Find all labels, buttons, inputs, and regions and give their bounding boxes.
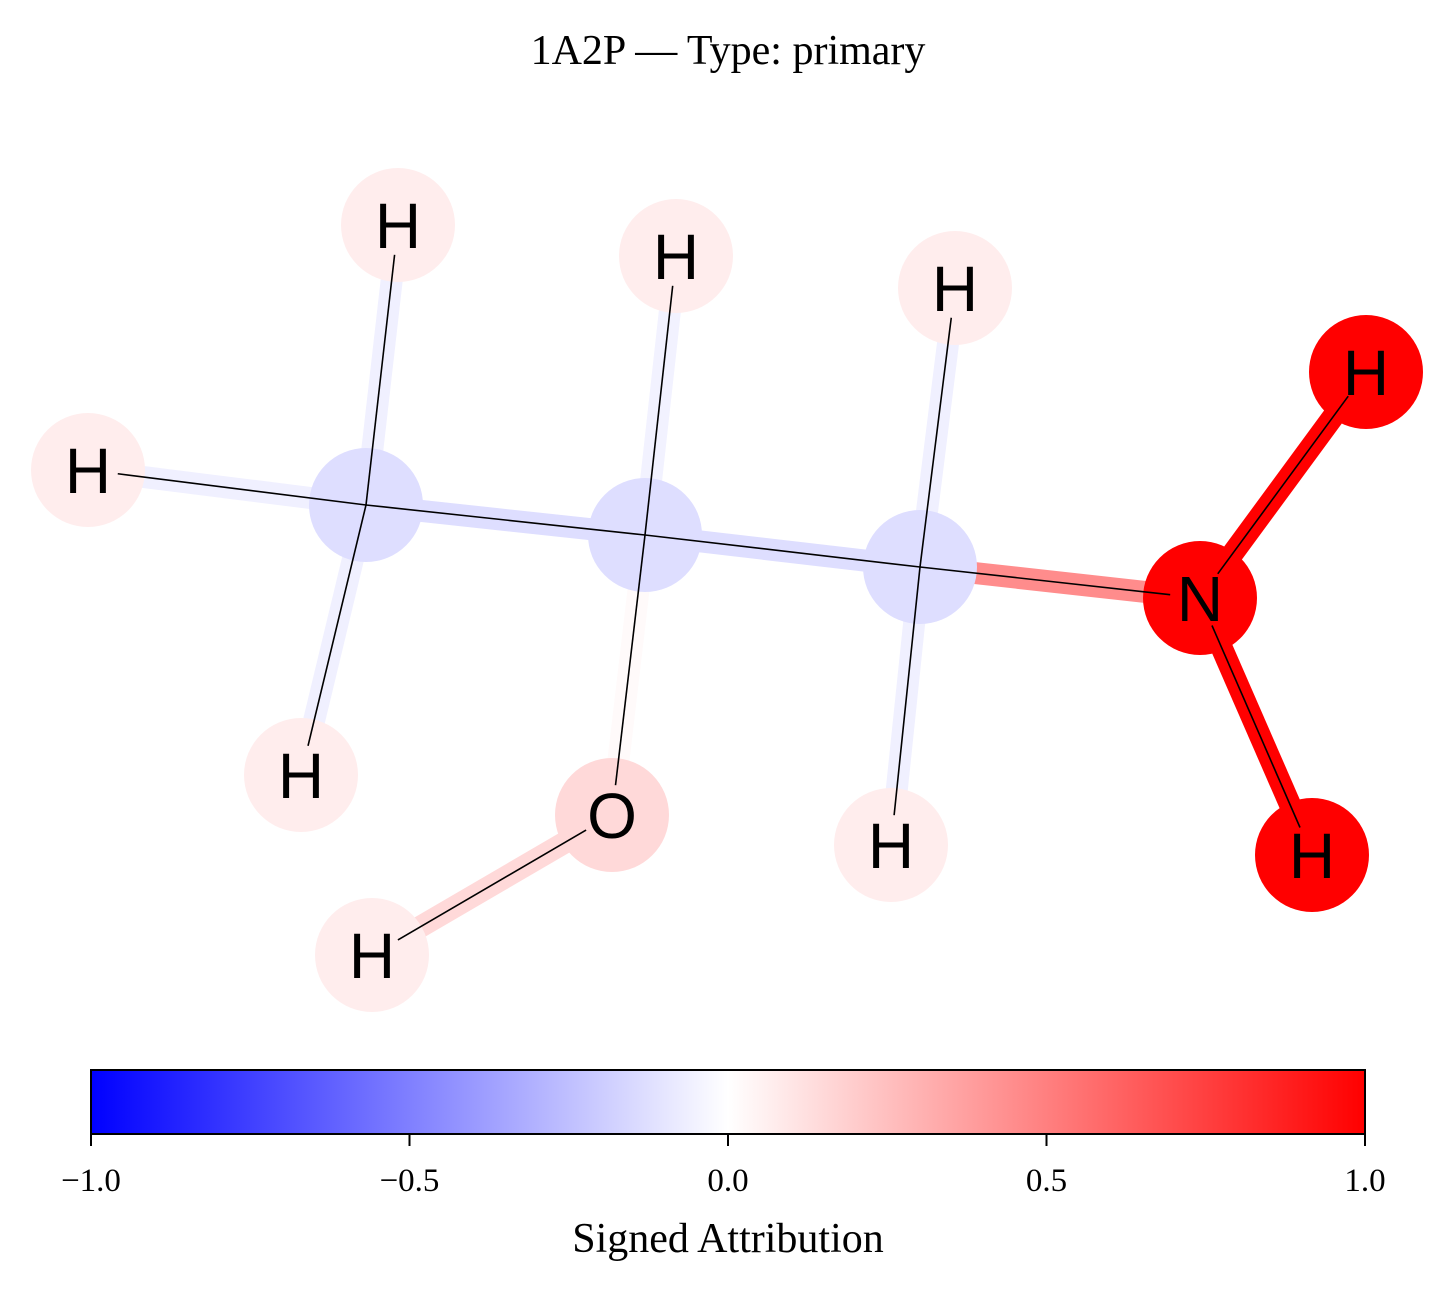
bond-2-3: [919, 566, 1171, 596]
atom-label-h-7: H: [278, 740, 324, 812]
atom-highlight-4: [555, 758, 669, 872]
bond-lines: [117, 254, 1349, 941]
atom-highlight-13: [1255, 798, 1369, 912]
colorbar-tick-label-2: 0.0: [707, 1163, 748, 1199]
bond-0-7: [307, 504, 367, 747]
bond-0-5: [117, 472, 367, 506]
atom-label-h-6: H: [375, 190, 421, 262]
bond-2-10: [893, 566, 921, 816]
atom-label-o-4: O: [587, 780, 637, 852]
bond-0-1: [365, 504, 646, 536]
colorbar-tick-label-1: −0.5: [380, 1163, 440, 1199]
colorbar-tick-label-4: 1.0: [1344, 1163, 1385, 1199]
atom-highlight-10: [834, 788, 948, 902]
bond-1-2: [644, 534, 921, 568]
atom-label-h-10: H: [868, 810, 914, 882]
atom-label-n-3: N: [1177, 563, 1223, 635]
atom-highlights: [31, 168, 1423, 1012]
atom-label-h-11: H: [349, 920, 395, 992]
atom-highlight-11: [315, 898, 429, 1012]
molecule-drawing: N O H H H H H H H H H: [31, 168, 1423, 1012]
figure-title: 1A2P — Type: primary: [531, 28, 926, 74]
atom-label-h-12: H: [1343, 337, 1389, 409]
atom-highlight-9: [898, 231, 1012, 345]
atom-highlight-7: [244, 718, 358, 832]
atom-highlight-12: [1309, 315, 1423, 429]
atom-labels: N O H H H H H H H H H: [65, 190, 1389, 992]
bond-1-4: [614, 534, 646, 786]
bond-2-9: [919, 317, 953, 568]
atom-highlight-3: [1143, 541, 1257, 655]
colorbar-tick-label-0: −1.0: [61, 1163, 121, 1199]
atom-highlight-8: [619, 199, 733, 313]
bond-4-11: [397, 829, 587, 941]
atom-label-h-9: H: [932, 253, 978, 325]
bond-0-6: [365, 254, 396, 506]
colorbar-gradient: [90, 1069, 1366, 1135]
colorbar: −1.0 −0.5 0.0 0.5 1.0 Signed Attribution: [61, 1069, 1386, 1262]
colorbar-label: Signed Attribution: [572, 1216, 884, 1262]
bond-3-12: [1217, 395, 1349, 575]
atom-highlight-6: [341, 168, 455, 282]
bond-1-8: [644, 285, 674, 536]
atom-label-h-5: H: [65, 435, 111, 507]
atom-highlight-5: [31, 413, 145, 527]
colorbar-ticks: −1.0 −0.5 0.0 0.5 1.0: [61, 1134, 1386, 1199]
atom-label-h-13: H: [1289, 820, 1335, 892]
atom-label-h-8: H: [653, 221, 699, 293]
colorbar-tick-label-3: 0.5: [1026, 1163, 1067, 1199]
bond-3-13: [1211, 625, 1301, 828]
